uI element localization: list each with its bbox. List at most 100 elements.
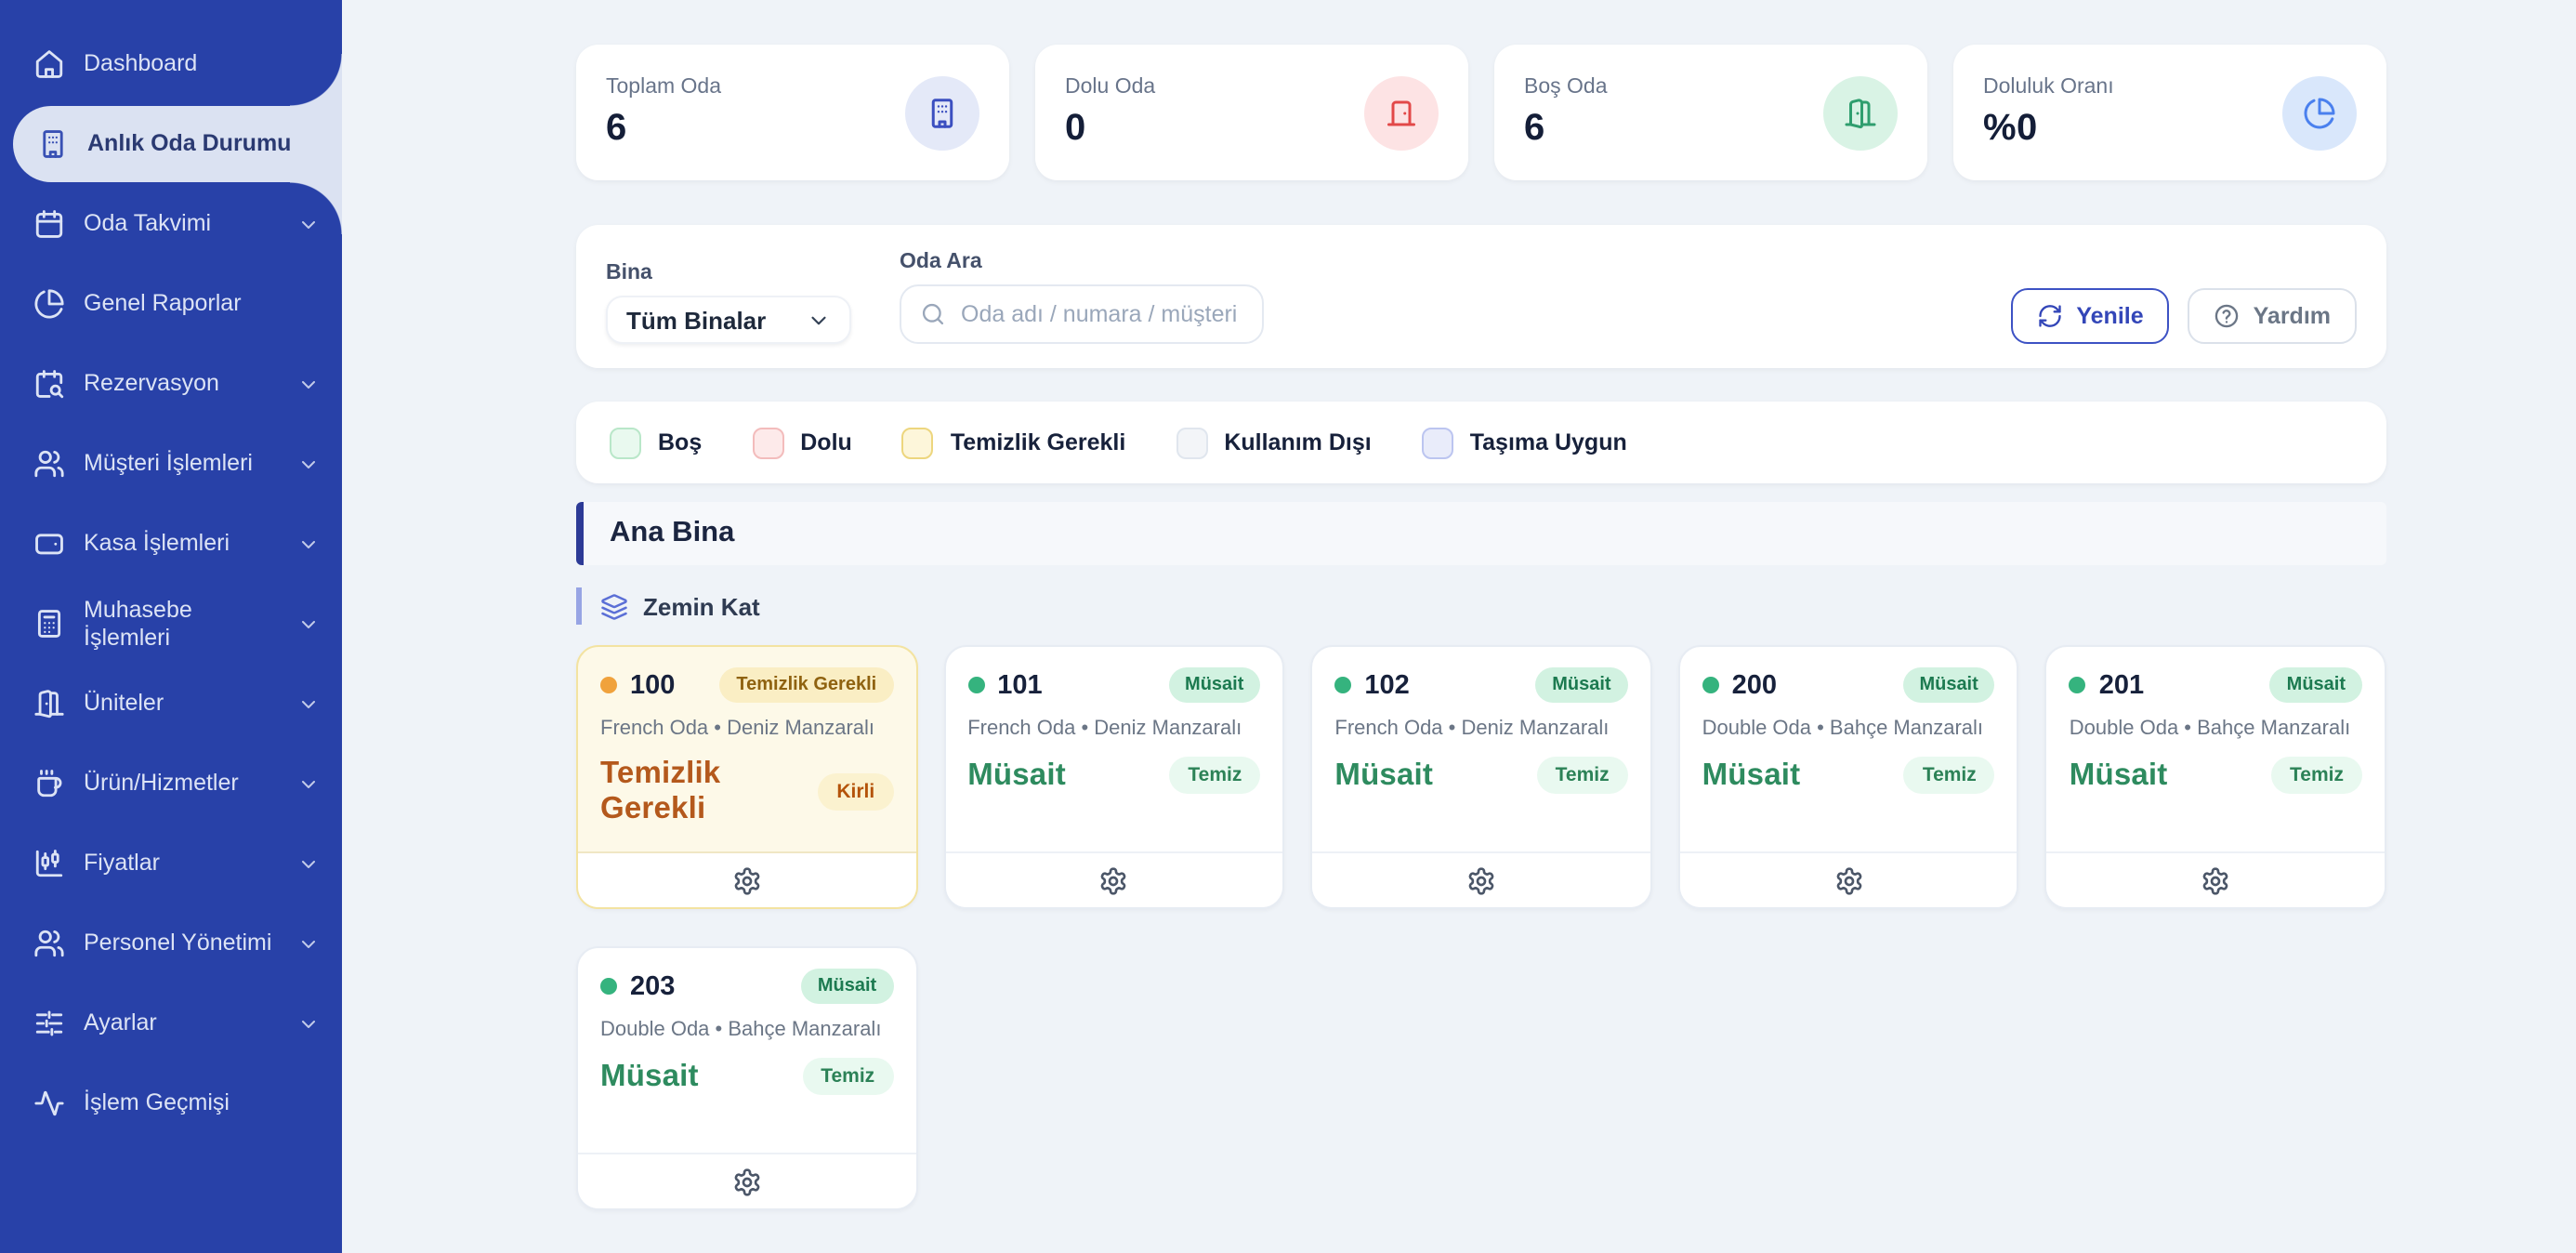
room-status-text: Temizlik Gerekli bbox=[600, 757, 721, 825]
sidebar-item-label: Genel Raporlar bbox=[84, 290, 242, 316]
room-status-dot bbox=[600, 677, 617, 693]
sidebar-item-anlik-oda-durumu[interactable]: Anlık Oda Durumu bbox=[13, 54, 342, 234]
room-cleanliness-chip: Kirli bbox=[818, 773, 894, 811]
sidebar-item-label: Anlık Oda Durumu bbox=[87, 130, 292, 156]
door-open-icon bbox=[33, 688, 65, 719]
sidebar-item-genel-raporlar[interactable]: Genel Raporlar bbox=[0, 266, 342, 342]
room-number: 101 bbox=[997, 670, 1043, 700]
gear-icon bbox=[1466, 865, 1496, 895]
help-button[interactable]: Yardım bbox=[2188, 288, 2357, 344]
stat-value: 0 bbox=[1065, 107, 1086, 148]
room-status-badge: Müsait bbox=[1535, 667, 1628, 703]
room-cleanliness-chip: Temiz bbox=[1169, 757, 1261, 794]
main-content: Toplam Oda 6 Dolu Oda 0 Boş Oda 6 Doluluk Oran… bbox=[342, 0, 2576, 1253]
stat-info: Dolu Oda 0 bbox=[1065, 75, 1155, 150]
legend-item-kullanim-disi: Kullanım Dışı bbox=[1176, 427, 1372, 458]
building-select[interactable]: Tüm Binalar bbox=[606, 296, 851, 344]
room-card-102[interactable]: 102 Müsait French Oda • Deniz Manzaralı Müs… bbox=[1310, 645, 1652, 909]
room-card-101[interactable]: 101 Müsait French Oda • Deniz Manzaralı Müs… bbox=[943, 645, 1285, 909]
sidebar-item-muhasebe-islemleri[interactable]: Muhasebe İşlemleri bbox=[0, 586, 342, 662]
candlestick-icon bbox=[33, 848, 65, 879]
room-status-dot bbox=[2069, 677, 2086, 693]
chevron-down-icon bbox=[297, 932, 320, 955]
room-card-200[interactable]: 200 Müsait Double Oda • Bahçe Manzaralı Müs… bbox=[1677, 645, 2019, 909]
room-number: 201 bbox=[2098, 670, 2145, 700]
room-status-badge: Temizlik Gerekli bbox=[719, 667, 894, 703]
room-status-text: Müsait bbox=[1334, 758, 1434, 791]
room-number: 100 bbox=[630, 670, 676, 700]
room-card-footer bbox=[578, 851, 916, 907]
refresh-icon bbox=[2037, 303, 2063, 329]
room-settings-button[interactable] bbox=[732, 865, 762, 895]
room-settings-button[interactable] bbox=[1099, 865, 1129, 895]
stat-label: Boş Oda bbox=[1524, 75, 1608, 98]
room-card-footer bbox=[1312, 851, 1650, 907]
refresh-button[interactable]: Yenile bbox=[2011, 288, 2170, 344]
sidebar-item-musteri-islemleri[interactable]: Müşteri İşlemleri bbox=[0, 426, 342, 502]
room-cleanliness-chip: Temiz bbox=[802, 1058, 894, 1095]
room-number: 200 bbox=[1731, 670, 1777, 700]
room-cleanliness-chip: Temiz bbox=[1536, 757, 1628, 794]
room-grid: 100 Temizlik Gerekli French Oda • Deniz Ma… bbox=[576, 645, 2386, 1210]
sidebar-item-islem-gecmisi[interactable]: İşlem Geçmişi bbox=[0, 1065, 342, 1141]
sidebar-item-oda-takvimi[interactable]: Oda Takvimi bbox=[0, 186, 342, 262]
stat-value: %0 bbox=[1983, 107, 2038, 148]
room-status-row: Müsait Temiz bbox=[967, 757, 1261, 794]
legend-swatch bbox=[610, 427, 641, 458]
building-filter-label: Bina bbox=[606, 262, 652, 284]
sidebar-item-ayarlar[interactable]: Ayarlar bbox=[0, 985, 342, 1062]
room-settings-button[interactable] bbox=[1833, 865, 1863, 895]
users-icon bbox=[33, 928, 65, 959]
sidebar-item-dashboard[interactable]: Dashboard bbox=[0, 26, 342, 102]
room-card-header: 102 Müsait bbox=[1334, 667, 1628, 703]
room-status-text: Müsait bbox=[2069, 758, 2168, 791]
legend-label: Temizlik Gerekli bbox=[950, 429, 1126, 455]
room-status-row: Müsait Temiz bbox=[600, 1058, 894, 1095]
legend-swatch bbox=[1176, 427, 1208, 458]
gear-icon bbox=[1099, 865, 1129, 895]
sidebar-item-label: İşlem Geçmişi bbox=[84, 1089, 230, 1115]
sidebar-item-rezervasyon[interactable]: Rezervasyon bbox=[0, 346, 342, 422]
sidebar-item-personel-yonetimi[interactable]: Personel Yönetimi bbox=[0, 905, 342, 982]
room-status-row: Müsait Temiz bbox=[2070, 757, 2362, 794]
sidebar-item-label: Kasa İşlemleri bbox=[84, 530, 230, 556]
legend-panel: Boş Dolu Temizlik Gerekli Kullanım Dışı Taşı… bbox=[576, 402, 2386, 483]
sidebar-item-kasa-islemleri[interactable]: Kasa İşlemleri bbox=[0, 506, 342, 582]
stat-label: Doluluk Oranı bbox=[1983, 75, 2114, 98]
sidebar-item-label: Oda Takvimi bbox=[84, 210, 212, 236]
sidebar-item-uniteler[interactable]: Üniteler bbox=[0, 666, 342, 742]
content-container: Toplam Oda 6 Dolu Oda 0 Boş Oda 6 Doluluk Oran… bbox=[576, 45, 2386, 1210]
room-settings-button[interactable] bbox=[2201, 865, 2230, 895]
room-status-row: Temizlik Gerekli Kirli bbox=[600, 757, 894, 827]
room-card-footer bbox=[945, 851, 1283, 907]
room-status-badge: Müsait bbox=[2269, 667, 2362, 703]
sidebar-nav: Dashboard Anlık Oda Durumu Oda Takvimi Gene… bbox=[0, 26, 342, 1145]
room-status-text: Müsait bbox=[967, 758, 1066, 791]
sidebar-item-fiyatlar[interactable]: Fiyatlar bbox=[0, 825, 342, 902]
sidebar-item-urun-hizmetler[interactable]: Ürün/Hizmetler bbox=[0, 745, 342, 822]
sidebar-item-label: Müşteri İşlemleri bbox=[84, 450, 253, 476]
legend-item-dolu: Dolu bbox=[752, 427, 852, 458]
chevron-down-icon bbox=[297, 692, 320, 715]
building-section-header: Ana Bina bbox=[576, 502, 2386, 565]
room-search-input[interactable] bbox=[961, 301, 1243, 327]
room-card-201[interactable]: 201 Müsait Double Oda • Bahçe Manzaralı Müs… bbox=[2044, 645, 2386, 909]
gear-icon bbox=[732, 865, 762, 895]
room-status-dot bbox=[967, 677, 985, 693]
room-card-100[interactable]: 100 Temizlik Gerekli French Oda • Deniz Ma… bbox=[576, 645, 918, 909]
room-status-dot bbox=[600, 978, 617, 995]
building-icon bbox=[905, 75, 979, 150]
chevron-down-icon bbox=[297, 772, 320, 795]
room-status-badge: Müsait bbox=[800, 969, 894, 1004]
chevron-down-icon bbox=[297, 613, 320, 635]
room-settings-button[interactable] bbox=[732, 1167, 762, 1196]
room-card-body: 200 Müsait Double Oda • Bahçe Manzaralı Müs… bbox=[1680, 647, 2017, 851]
building-icon bbox=[37, 128, 69, 160]
stats-row: Toplam Oda 6 Dolu Oda 0 Boş Oda 6 Doluluk Oran… bbox=[576, 45, 2386, 180]
sidebar-item-label: Rezervasyon bbox=[84, 370, 219, 396]
legend-swatch bbox=[752, 427, 784, 458]
room-card-203[interactable]: 203 Müsait Double Oda • Bahçe Manzaralı Müs… bbox=[576, 946, 918, 1210]
room-settings-button[interactable] bbox=[1466, 865, 1496, 895]
